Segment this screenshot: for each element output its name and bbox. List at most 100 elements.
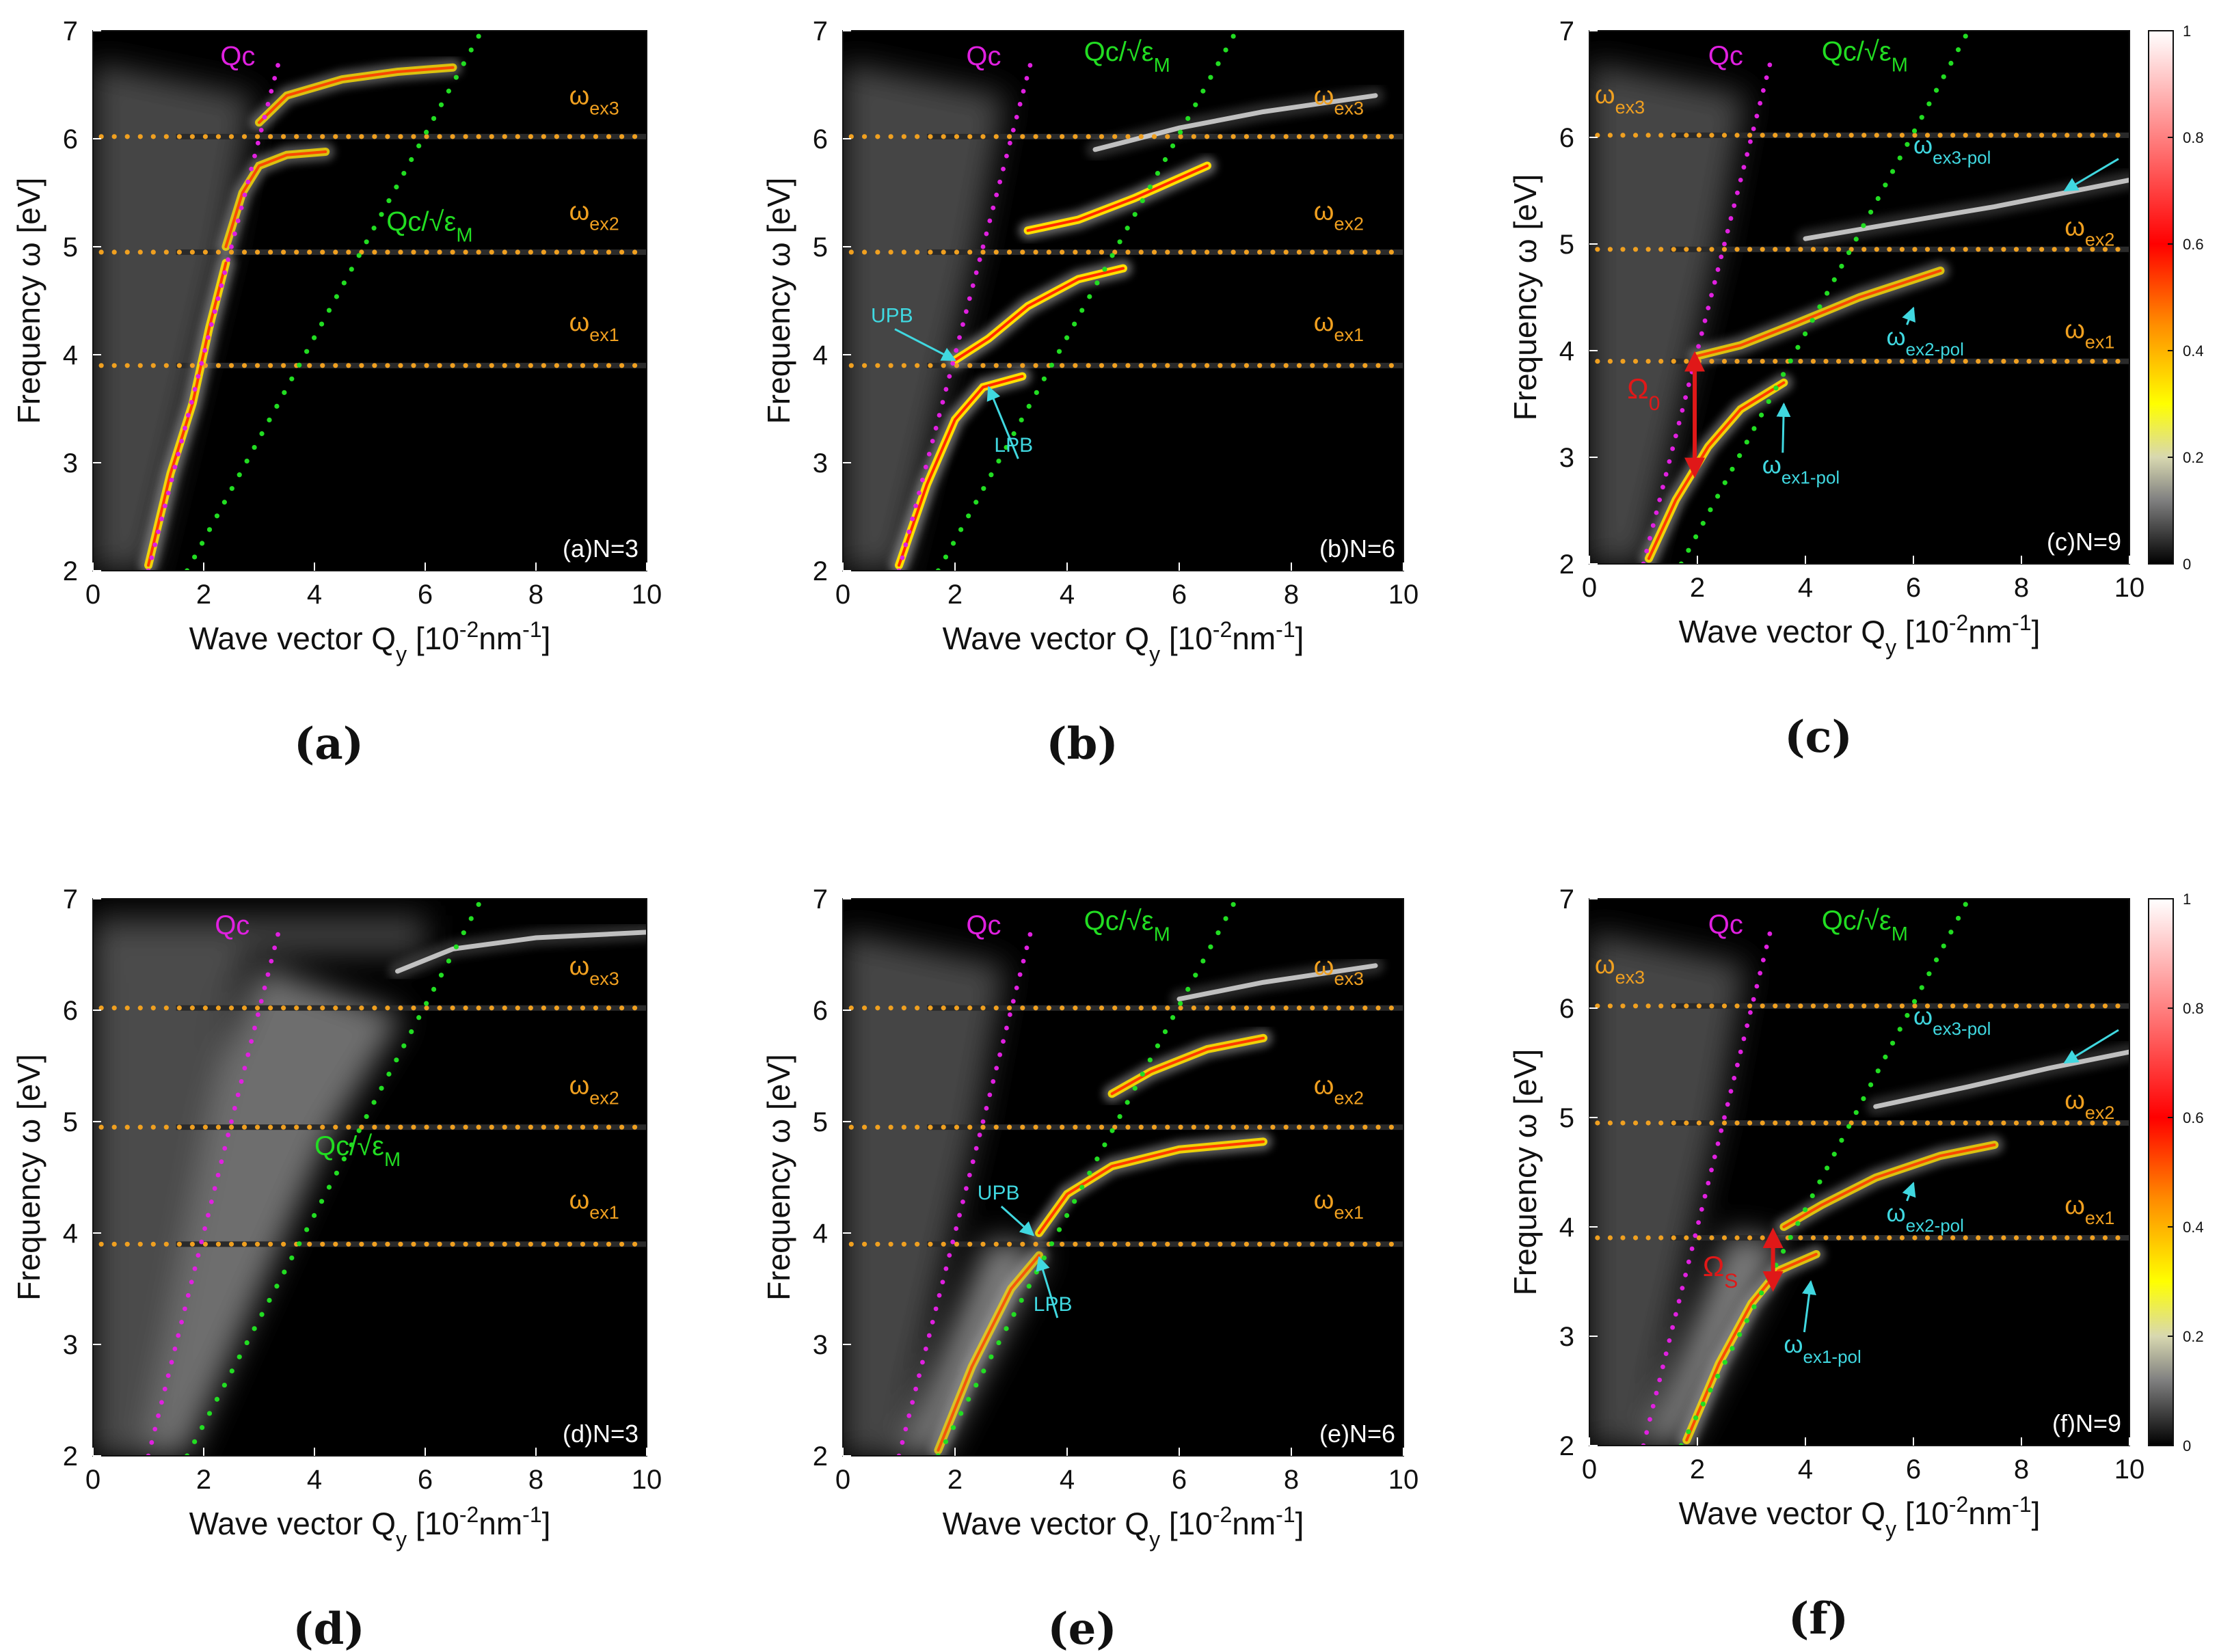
polariton-branch (1866, 1043, 2129, 1115)
x-tick-label: 6 (1906, 573, 1921, 603)
exciton-label-ex1: ωex1 (569, 308, 619, 345)
polariton-label-ex1-pol: ωex1-pol (1762, 450, 1840, 487)
pointer-arrow (1902, 1182, 1916, 1202)
x-tick-label: 4 (1798, 1454, 1813, 1485)
exciton-level-line (1595, 247, 2121, 252)
exciton-label-ex3: ωex3 (569, 81, 619, 118)
exciton-label-ex3: ωex3 (1314, 81, 1364, 118)
y-tick-label: 4 (813, 340, 828, 370)
light-line-qc (896, 63, 1033, 571)
pointer-arrow (2063, 158, 2119, 192)
x-tick-label: 2 (1690, 1454, 1705, 1485)
x-tick-label: 10 (2114, 573, 2145, 603)
panel-corner-label: (e)N=6 (1319, 1420, 1395, 1448)
y-tick-label: 7 (1559, 16, 1574, 46)
qc-label: Qc (1708, 41, 1743, 71)
colorbar-tick-label: 0.8 (2183, 129, 2204, 146)
plot-frame (842, 30, 1404, 571)
polariton-branch (929, 1246, 1048, 1456)
polariton-branch (1689, 262, 1950, 365)
plot-frame (92, 898, 647, 1457)
y-tick-label: 6 (1559, 994, 1574, 1024)
exciton-label-ex2: ωex2 (2065, 1086, 2114, 1123)
y-tick-label: 6 (813, 124, 828, 154)
qc-medium-label: Qc/√εM (314, 1131, 401, 1171)
x-axis-label: Wave vector Qy [10-2nm-1] (1679, 1492, 2041, 1541)
colorbar-tick-label: 0 (2183, 556, 2191, 573)
polariton-label-ex1-pol: ωex1-pol (1784, 1330, 1861, 1367)
light-line-qc-medium (935, 33, 1236, 571)
polariton-branch (388, 923, 647, 980)
polariton-branch (1797, 171, 2129, 248)
x-tick-label: 10 (2114, 1454, 2145, 1485)
x-tick-label: 0 (1582, 1454, 1597, 1485)
panel-corner-label: (f)N=9 (2052, 1409, 2121, 1437)
polariton-branch (1170, 956, 1384, 1008)
exciton-label-ex3: ωex3 (1314, 952, 1364, 989)
qc-label: Qc (966, 910, 1001, 940)
y-tick-label: 5 (1559, 1103, 1574, 1133)
exciton-label-ex3: ωex3 (1595, 951, 1645, 988)
rabi-splitting-label: Ω0 (1627, 373, 1660, 415)
light-line-qc-medium (185, 902, 481, 1456)
colorbar (2148, 898, 2174, 1446)
x-tick-label: 6 (1172, 1465, 1187, 1495)
light-line-qc (146, 63, 280, 571)
x-tick-label: 0 (85, 1465, 100, 1495)
light-line-qc-medium (185, 33, 481, 571)
x-tick-label: 8 (2014, 573, 2029, 603)
x-tick-label: 6 (418, 580, 433, 610)
y-tick-label: 6 (63, 996, 78, 1026)
y-tick-label: 5 (813, 1107, 828, 1137)
x-tick-label: 10 (1388, 1465, 1419, 1495)
x-tick-label: 2 (947, 580, 963, 610)
plot-frame (92, 30, 647, 571)
x-tick-label: 4 (1060, 1465, 1075, 1495)
y-axis-label: Frequency ω [eV] (1507, 1049, 1543, 1296)
y-tick-label: 6 (63, 124, 78, 154)
y-tick-label: 6 (1559, 123, 1574, 153)
y-tick-label: 5 (813, 232, 828, 262)
colorbar-tick-label: 0.4 (2183, 1219, 2204, 1236)
qc-medium-label: Qc/√εM (1084, 906, 1170, 946)
pointer-arrow (1802, 1279, 1816, 1333)
qc-label: Qc (1708, 910, 1743, 940)
y-tick-label: 5 (1559, 230, 1574, 260)
exciton-level-line (848, 1005, 1394, 1011)
exciton-level-line (98, 249, 638, 255)
continuum-region (93, 915, 425, 1456)
exciton-label-ex1: ωex1 (1314, 308, 1364, 345)
x-tick-label: 0 (85, 580, 100, 610)
continuum-region (93, 63, 254, 571)
qc-medium-label: Qc/√εM (386, 206, 472, 246)
y-tick-label: 2 (63, 556, 78, 586)
qc-label: Qc (220, 42, 255, 72)
panel-caption: (c) (1784, 712, 1853, 763)
polariton-branch (1086, 86, 1384, 159)
branch-label-upb: UPB (871, 305, 913, 327)
colorbar-tick-label: 1 (2183, 23, 2191, 40)
x-tick-label: 6 (418, 1465, 433, 1495)
x-tick-label: 6 (1172, 580, 1187, 610)
exciton-level-line (848, 134, 1394, 139)
exciton-label-ex2: ωex2 (1314, 1071, 1364, 1108)
polariton-branch (890, 367, 1032, 571)
polariton-label-ex3-pol: ωex3-pol (1913, 1002, 1991, 1039)
y-tick-label: 3 (1559, 443, 1574, 473)
qc-medium-label: Qc/√εM (1084, 37, 1170, 77)
plot-area (1589, 902, 2129, 1446)
exciton-level-line (1595, 1120, 2121, 1126)
light-line-qc (896, 932, 1033, 1456)
exciton-label-ex2: ωex2 (2065, 213, 2114, 250)
y-tick-label: 7 (1559, 884, 1574, 915)
panel-caption: (e) (1047, 1603, 1116, 1652)
panel-caption: (b) (1046, 718, 1118, 770)
x-tick-label: 0 (835, 580, 850, 610)
plot-area (93, 902, 647, 1456)
y-axis-label: Frequency ω [eV] (11, 1054, 46, 1301)
plot-area (843, 902, 1403, 1456)
y-tick-label: 6 (813, 996, 828, 1026)
y-axis-label: Frequency ω [eV] (761, 1054, 796, 1301)
